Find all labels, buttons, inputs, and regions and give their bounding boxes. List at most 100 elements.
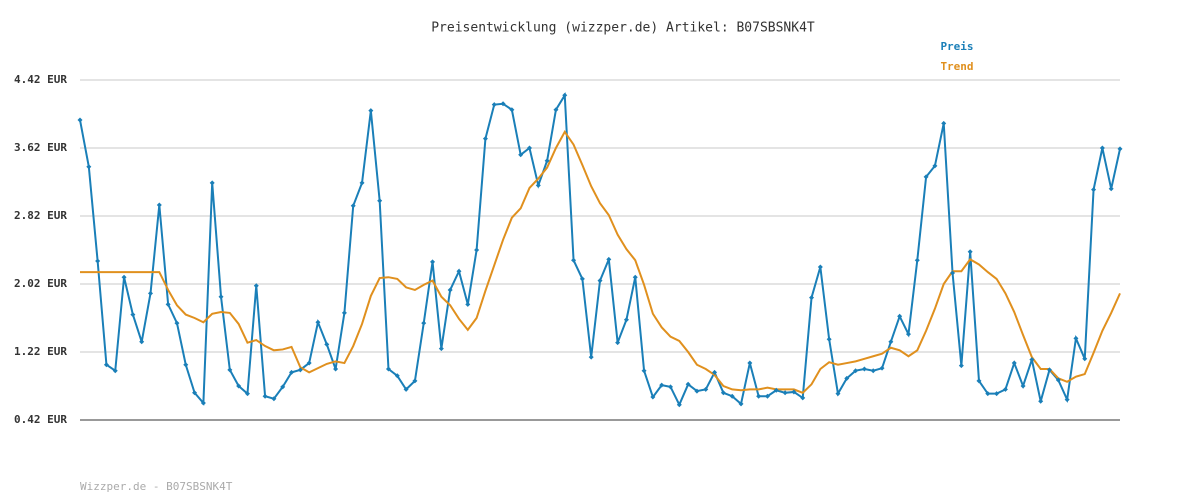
point-marker [165,301,171,307]
point-marker [941,120,947,126]
point-marker [227,367,233,373]
point-marker [306,360,312,366]
point-marker [817,264,823,270]
point-marker [518,152,524,158]
point-marker [1011,360,1017,366]
point-marker [77,117,83,123]
point-marker [1091,187,1097,193]
point-marker [844,375,850,381]
point-marker [553,107,559,113]
point-marker [950,270,956,276]
point-marker [729,393,735,399]
point-marker [668,384,674,390]
point-marker [879,365,885,371]
point-marker [897,313,903,319]
point-marker [139,339,145,345]
point-marker [782,390,788,396]
point-marker [1046,367,1052,373]
point-marker [280,384,286,390]
point-marker [650,394,656,400]
chart-title: Preisentwicklung (wizzper.de) Artikel: B… [431,21,815,36]
point-marker [571,257,577,263]
point-marker [209,180,215,186]
point-marker [465,301,471,307]
point-marker [359,180,365,186]
point-marker [368,108,374,114]
point-marker [262,393,268,399]
point-marker [412,378,418,384]
point-marker [861,366,867,372]
point-marker [121,274,127,280]
point-marker [130,312,136,318]
point-marker [676,402,682,408]
point-marker [976,378,982,384]
point-marker [826,336,832,342]
point-marker [218,294,224,300]
y-tick-label: 1.22 EUR [14,345,67,358]
point-marker [350,203,356,209]
point-marker [535,182,541,188]
point-marker [703,386,709,392]
point-marker [1108,186,1114,192]
point-marker [870,368,876,374]
point-marker [253,283,259,289]
point-marker [1020,383,1026,389]
point-marker [333,366,339,372]
y-tick-label: 2.82 EUR [14,209,67,222]
y-tick-label: 3.62 EUR [14,141,67,154]
point-marker [438,346,444,352]
point-marker [562,92,568,98]
point-marker [394,373,400,379]
point-marker [994,391,1000,397]
point-marker [588,354,594,360]
point-marker [200,400,206,406]
point-marker [447,287,453,293]
point-marker [756,393,762,399]
y-tick-label: 2.02 EUR [14,277,67,290]
point-marker [905,331,911,337]
point-marker [1002,386,1008,392]
point-marker [509,107,515,113]
point-marker [324,341,330,347]
footer: Wizzper.de - B07SBSNK4T [80,480,233,493]
point-marker [967,249,973,255]
point-marker [606,256,612,262]
point-marker [315,319,321,325]
point-marker [526,145,532,151]
legend-entry: Preis [940,40,973,53]
point-marker [712,369,718,375]
point-marker [385,366,391,372]
point-marker [791,389,797,395]
point-marker [1082,356,1088,362]
point-marker [474,247,480,253]
point-marker [456,268,462,274]
point-marker [482,136,488,142]
point-marker [544,158,550,164]
point-marker [377,198,383,204]
point-marker [183,362,189,368]
point-marker [86,164,92,170]
point-marker [103,362,109,368]
point-marker [659,382,665,388]
point-marker [623,317,629,323]
point-marker [985,391,991,397]
point-marker [738,401,744,407]
point-marker [800,395,806,401]
point-marker [403,386,409,392]
point-marker [888,339,894,345]
point-marker [932,163,938,169]
point-marker [341,310,347,316]
series-line [80,129,1121,394]
legend-entry: Trend [940,60,973,73]
point-marker [236,383,242,389]
point-marker [148,290,154,296]
point-marker [685,381,691,387]
point-marker [174,320,180,326]
point-marker [809,295,815,301]
point-marker [641,368,647,374]
point-marker [720,390,726,396]
point-marker [271,396,277,402]
y-tick-label: 4.42 EUR [14,73,67,86]
point-marker [579,276,585,282]
